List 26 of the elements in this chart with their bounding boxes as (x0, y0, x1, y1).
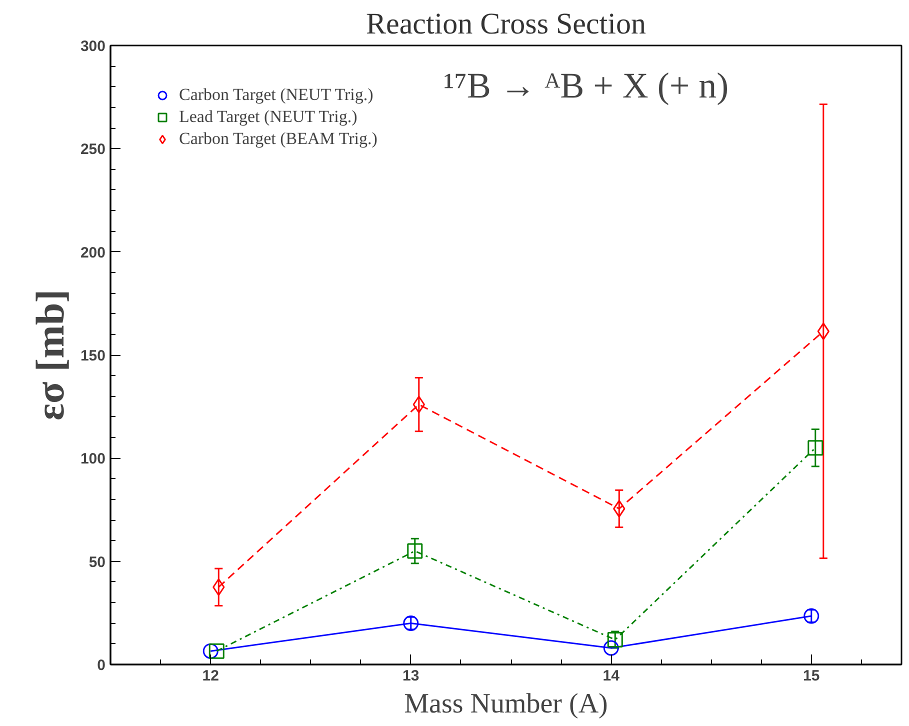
y-tick-label: 150 (80, 348, 106, 364)
point (607, 632, 623, 648)
point (403, 615, 419, 631)
point (208, 643, 224, 659)
y-tick-label: 100 (80, 450, 106, 468)
y-tick-label: 200 (80, 244, 106, 262)
y-tick-label: 300 (80, 38, 106, 55)
point (808, 440, 824, 456)
y-tick-label: 50 (88, 554, 106, 571)
legend-label: Lead Target (NEUT Trig.) (179, 107, 358, 127)
x-tick-label: 13 (402, 668, 420, 684)
x-axis-title: Mass Number (A) (404, 688, 608, 720)
x-tick-label: 15 (803, 668, 820, 684)
legend-label: Carbon Target (NEUT Trig.) (179, 85, 374, 105)
x-tick-label: 14 (602, 668, 620, 684)
y-tick-label: 0 (97, 657, 106, 674)
annotation: ¹⁷B → ᴬB + X (+ n) (444, 66, 729, 106)
y-axis-title: εσ [mb] (27, 289, 72, 421)
point (603, 640, 619, 656)
point (804, 608, 820, 624)
x-tick-label: 12 (202, 668, 219, 684)
chart-title: Reaction Cross Section (366, 8, 646, 40)
point (202, 643, 218, 659)
point (407, 543, 423, 559)
y-tick-label: 250 (80, 141, 106, 158)
legend-label: Carbon Target (BEAM Trig.) (179, 129, 378, 149)
